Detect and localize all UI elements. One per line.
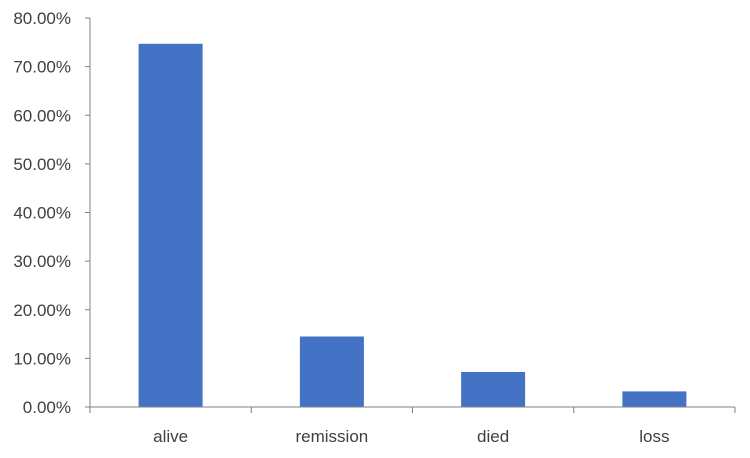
- x-category-label: remission: [296, 427, 369, 446]
- y-tick-label: 80.00%: [13, 9, 71, 28]
- x-category-label: loss: [639, 427, 669, 446]
- y-axis-ticks: [85, 17, 90, 408]
- bars-group: [138, 43, 687, 408]
- plot-area: 0.00% 10.00% 20.00% 30.00% 40.00% 50.00% 60.00…: [13, 9, 736, 446]
- x-category-label: alive: [153, 427, 188, 446]
- x-axis-ticks: [89, 407, 736, 413]
- y-tick-label: 40.00%: [13, 204, 71, 223]
- y-tick-label: 30.00%: [13, 252, 71, 271]
- bar-loss: [622, 391, 687, 407]
- y-axis-tick-labels: 0.00% 10.00% 20.00% 30.00% 40.00% 50.00% 60.00…: [13, 9, 71, 417]
- y-tick-label: 20.00%: [13, 301, 71, 320]
- x-axis-category-labels: alive remission died loss: [153, 427, 669, 446]
- bar-died: [461, 372, 526, 407]
- y-tick-label: 60.00%: [13, 106, 71, 125]
- x-category-label: died: [477, 427, 509, 446]
- bar-alive: [138, 43, 203, 408]
- y-tick-label: 70.00%: [13, 58, 71, 77]
- y-tick-label: 50.00%: [13, 155, 71, 174]
- y-tick-label: 0.00%: [23, 398, 71, 417]
- bar-remission: [299, 336, 364, 407]
- y-tick-label: 10.00%: [13, 349, 71, 368]
